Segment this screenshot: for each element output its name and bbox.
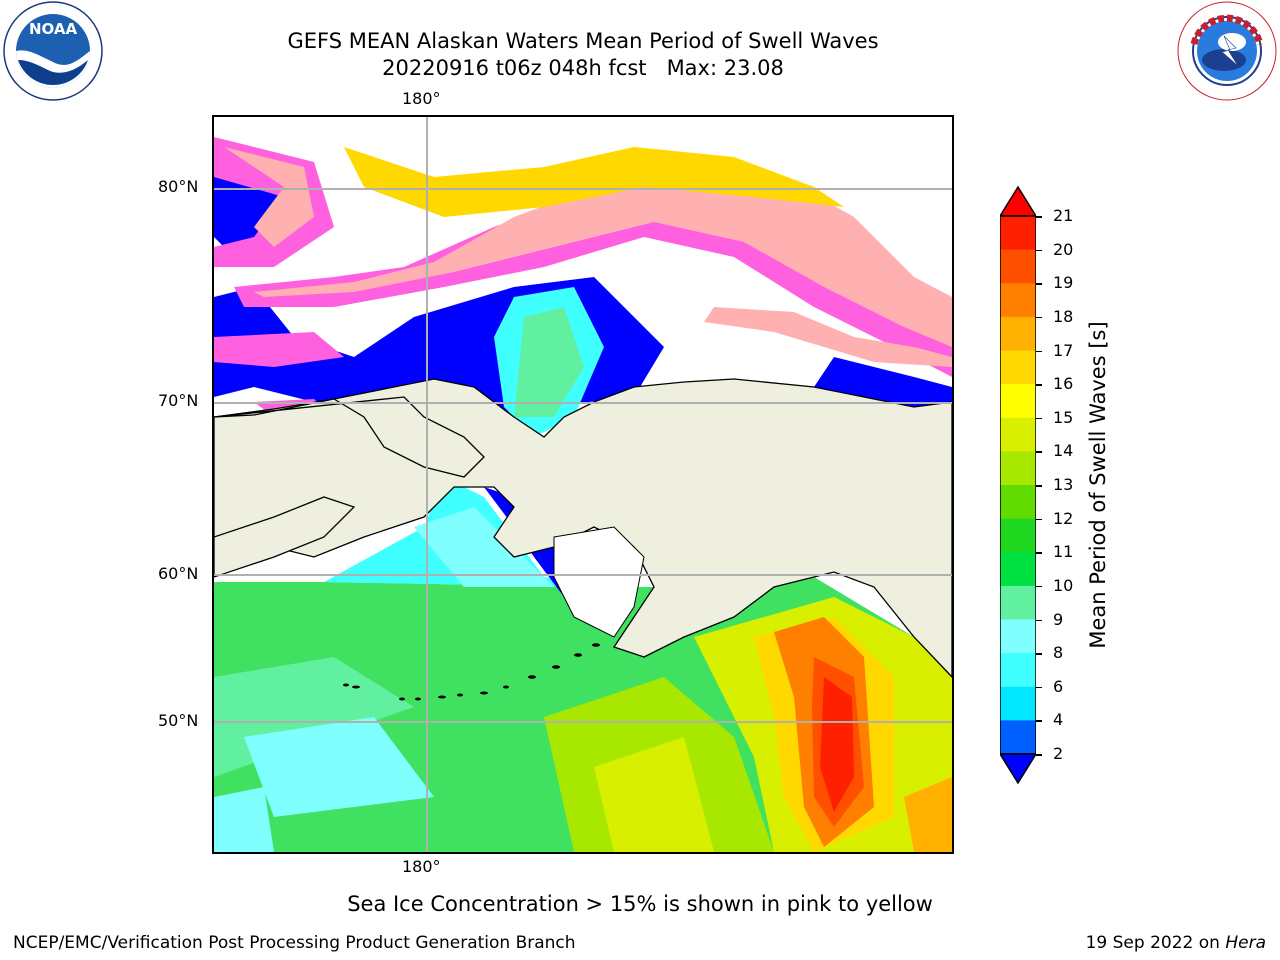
colorbar-tick-label: 4	[1053, 710, 1064, 730]
colorbar-tick-label: 8	[1053, 643, 1064, 663]
colorbar-tick-mark	[1036, 316, 1042, 319]
date-text: 19 Sep 2022 on	[1085, 933, 1220, 953]
colorbar-tick-label: 15	[1053, 407, 1074, 427]
lat-label-70: 70°N	[158, 391, 199, 410]
colorbar-segment	[1000, 316, 1036, 351]
noaa-logo-text: NOAA	[29, 20, 78, 38]
colorbar-segment	[1000, 518, 1036, 553]
colorbar-tick-mark	[1036, 384, 1042, 386]
colorbar-segment	[1000, 552, 1036, 587]
colorbar-tick-label: 14	[1053, 441, 1074, 461]
colorbar-tick-mark	[1036, 754, 1042, 756]
colorbar	[1000, 185, 1036, 785]
map-subtitle: 20220916 t06z 048h fcst Max: 23.08	[382, 56, 784, 80]
machine-name: Hera	[1225, 933, 1266, 953]
colorbar-tick-mark	[1036, 249, 1042, 252]
colorbar-tick-mark	[1036, 485, 1042, 487]
colorbar-segment	[1000, 485, 1036, 520]
noaa-logo: NOAA	[3, 1, 103, 101]
colorbar-tick-label: 12	[1053, 508, 1074, 528]
colorbar-tick-mark	[1036, 216, 1042, 218]
colorbar-tick-mark	[1036, 350, 1042, 352]
colorbar-tick-label: 13	[1053, 475, 1074, 494]
colorbar-segment	[1000, 384, 1036, 419]
colorbar-segment	[1000, 585, 1036, 620]
sea-ice-note: Sea Ice Concentration > 15% is shown in …	[347, 892, 933, 916]
colorbar-arrow-bottom	[1000, 753, 1036, 785]
lat-label-50: 50°N	[158, 711, 199, 730]
lat-label-60: 60°N	[158, 564, 199, 583]
colorbar-tick-label: 2	[1053, 744, 1064, 763]
colorbar-tick-label: 21	[1053, 206, 1074, 225]
colorbar-segment	[1000, 216, 1036, 251]
colorbar-arrow-top	[1000, 185, 1036, 217]
colorbar-tick-mark	[1036, 518, 1042, 521]
colorbar-tick-mark	[1036, 653, 1042, 655]
date-line: 19 Sep 2022 on Hera	[1086, 933, 1266, 953]
colorbar-tick-label: 20	[1053, 239, 1074, 259]
colorbar-segment	[1000, 720, 1036, 755]
colorbar-segment	[1000, 283, 1036, 318]
colorbar-segment	[1000, 686, 1036, 721]
colorbar-tick-mark	[1036, 552, 1042, 554]
colorbar-tick-mark	[1036, 619, 1042, 621]
colorbar-segment	[1000, 653, 1036, 688]
map-title: GEFS MEAN Alaskan Waters Mean Period of …	[287, 29, 879, 53]
colorbar-tick-label: 16	[1053, 374, 1074, 394]
colorbar-segment	[1000, 451, 1036, 486]
colorbar-tick-label: 9	[1053, 609, 1064, 629]
lat-label-80: 80°N	[158, 177, 199, 196]
lon-label-top: 180°	[402, 89, 441, 108]
colorbar-tick-mark	[1036, 451, 1042, 453]
colorbar-frame	[1000, 215, 1036, 755]
map-panel	[212, 115, 954, 854]
colorbar-segment	[1000, 417, 1036, 452]
colorbar-segment	[1000, 350, 1036, 385]
colorbar-tick-mark	[1036, 585, 1042, 588]
nws-logo	[1177, 1, 1277, 101]
colorbar-tick-mark	[1036, 720, 1042, 722]
colorbar-tick-mark	[1036, 417, 1042, 420]
colorbar-tick-mark	[1036, 283, 1042, 285]
colorbar-tick-label: 10	[1053, 575, 1074, 595]
colorbar-tick-label: 17	[1053, 340, 1074, 360]
colorbar-tick-label: 6	[1053, 676, 1064, 696]
credit-line: NCEP/EMC/Verification Post Processing Pr…	[13, 933, 576, 953]
colorbar-tick-label: 18	[1053, 306, 1074, 326]
colorbar-label: Mean Period of Swell Waves [s]	[1086, 321, 1110, 649]
colorbar-tick-label: 11	[1053, 542, 1074, 562]
graticule	[214, 117, 952, 852]
colorbar-tick-label: 19	[1053, 273, 1074, 293]
colorbar-segment	[1000, 619, 1036, 654]
colorbar-segment	[1000, 249, 1036, 284]
lon-label-bottom: 180°	[402, 857, 441, 876]
aleutian-islands	[343, 643, 600, 701]
colorbar-tick-mark	[1036, 686, 1042, 689]
swell-period-map	[214, 117, 952, 852]
